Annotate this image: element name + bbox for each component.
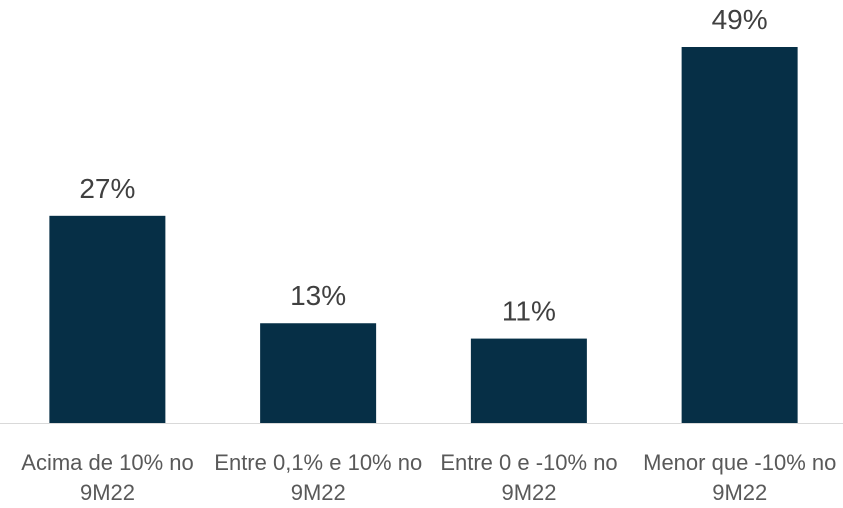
data-label: 49% [712, 4, 768, 35]
data-label: 27% [79, 173, 135, 204]
data-label: 13% [290, 280, 346, 311]
x-tick-label: Entre 0 e -10% no 9M22 [440, 450, 618, 505]
bar [260, 323, 377, 423]
bar [470, 338, 587, 423]
data-label: 11% [502, 296, 556, 327]
x-tick-label: Acima de 10% no 9M22 [21, 450, 194, 505]
x-tick-label: Menor que -10% no 9M22 [643, 450, 837, 505]
bar [681, 47, 798, 423]
x-tick-label: Entre 0,1% e 10% no 9M22 [214, 450, 423, 505]
bar [49, 215, 166, 423]
